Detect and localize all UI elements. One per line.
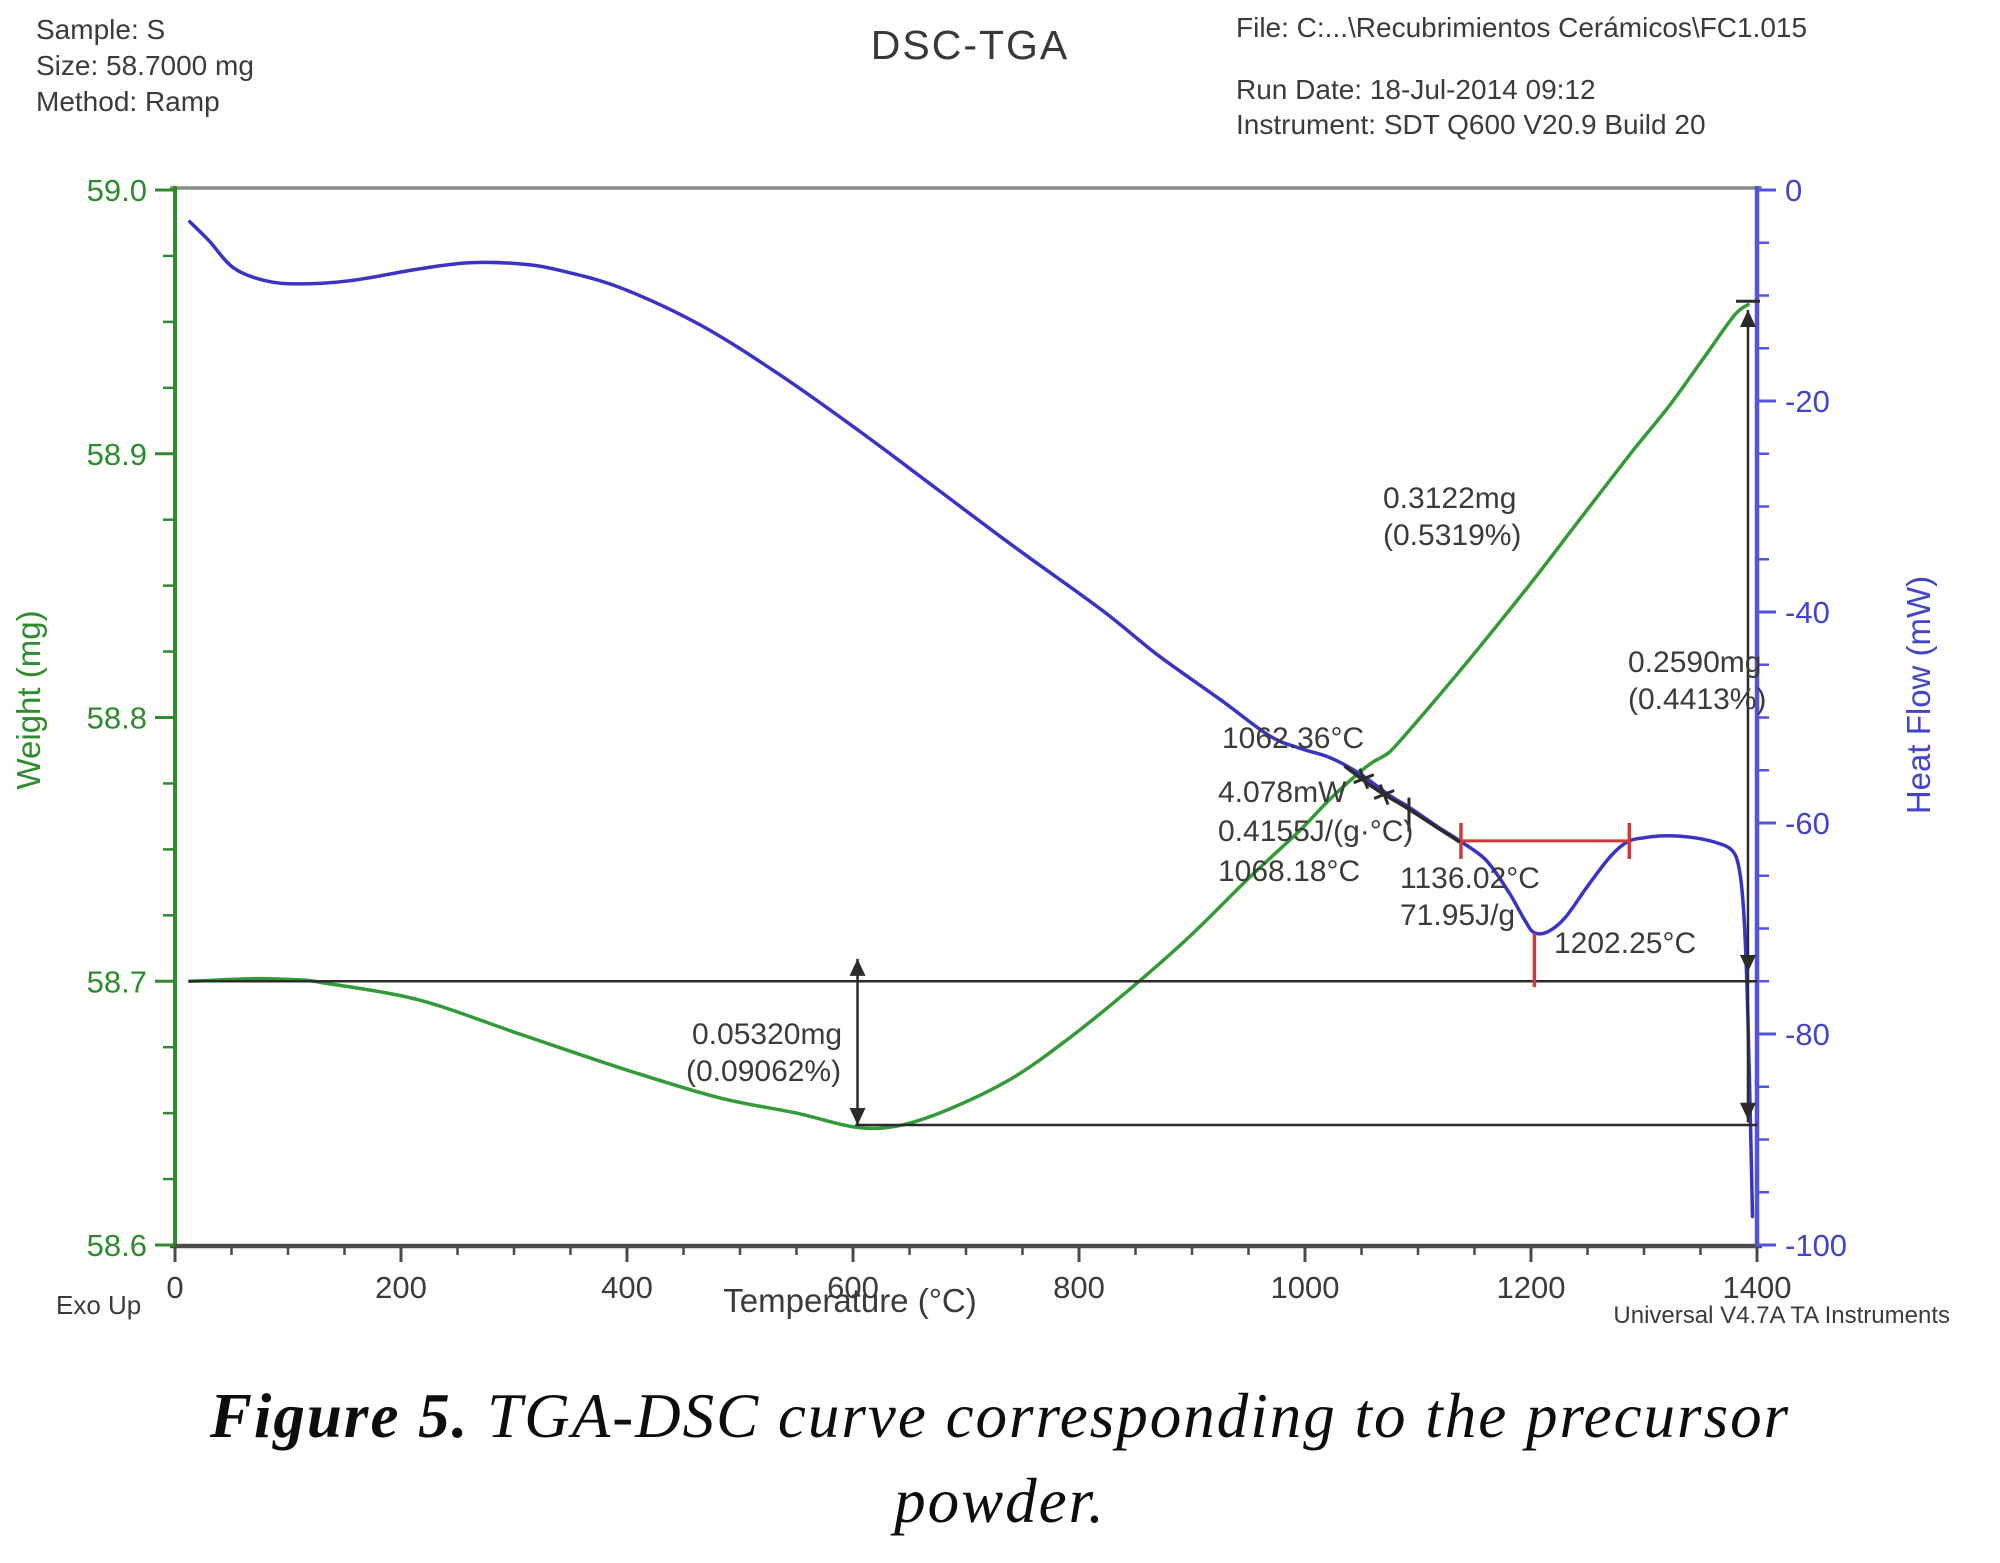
annotation-label: (0.09062%) [686,1055,841,1088]
software-credit: Universal V4.7A TA Instruments [1613,1302,1950,1329]
annotation-label: 1068.18°C [1218,855,1360,888]
svg-text:-20: -20 [1785,384,1830,419]
annotation-label: 0.05320mg [692,1018,842,1051]
file-info-block: File: C:...\Recubrimientos Cerámicos\FC1… [1236,10,1807,142]
annotation-label: 71.95J/g [1400,899,1515,932]
svg-text:58.6: 58.6 [87,1228,147,1263]
caption-line-1: Figure 5. TGA-DSC curve corresponding to… [0,1380,2000,1453]
svg-text:-60: -60 [1785,806,1830,841]
annotation-label: 1136.02°C [1400,862,1540,895]
measurement-overlays [188,299,1760,1127]
svg-text:0: 0 [1785,173,1802,208]
annotation-label: 0.3122mg [1383,482,1516,515]
heatflow-curve [187,219,1755,1219]
left-axis-title: Weight (mg) [10,610,47,789]
annotation-label: (0.5319%) [1383,519,1521,552]
caption-line-2: powder. [894,1466,1106,1536]
svg-text:1200: 1200 [1497,1270,1566,1305]
x-axis-title: Temperature (°C) [723,1282,977,1319]
svg-text:-80: -80 [1785,1017,1830,1052]
run-date: Run Date: 18-Jul-2014 09:12 [1236,74,1596,105]
annotation-label: 0.2590mg [1628,646,1761,679]
sample-info-block: Sample: S Size: 58.7000 mg Method: Ramp [36,12,254,120]
svg-text:59.0: 59.0 [87,173,147,208]
svg-text:58.7: 58.7 [87,964,147,999]
annotation-label: 4.078mW [1218,776,1347,809]
axes: 0 200 400 600 800 1000 1200 1400 59.0 58.9 58.8 58.… [10,173,1937,1305]
annotation-label: 1062.36°C [1222,722,1364,755]
caption-text: TGA-DSC curve corresponding to the precu… [469,1381,1791,1451]
annotation-label: 1202.25°C [1554,927,1696,960]
page-title: DSC-TGA [870,22,1070,68]
sample-size: Size: 58.7000 mg [36,50,254,81]
figure-caption: Figure 5. TGA-DSC curve corresponding to… [0,1380,2000,1538]
svg-text:400: 400 [601,1270,653,1305]
svg-text:200: 200 [375,1270,427,1305]
caption-figure-label: Figure 5. [209,1381,470,1451]
instrument: Instrument: SDT Q600 V20.9 Build 20 [1236,109,1706,140]
annotation-label: 0.4155J/(g·°C) [1218,815,1413,848]
svg-text:800: 800 [1053,1270,1105,1305]
svg-text:1400: 1400 [1723,1270,1792,1305]
svg-text:-40: -40 [1785,595,1830,630]
annotation-labels: 0.3122mg (0.5319%) 0.2590mg (0.4413%) 1062.3… [686,482,1766,1088]
svg-text:-100: -100 [1785,1228,1847,1263]
exo-up-label: Exo Up [56,1290,142,1320]
right-axis-title: Heat Flow (mW) [1900,576,1937,814]
file-path: File: C:...\Recubrimientos Cerámicos\FC1… [1236,12,1808,43]
sample-name: Sample: S [36,14,166,45]
annotation-label: (0.4413%) [1628,683,1766,716]
svg-text:0: 0 [166,1270,183,1305]
weight-curve [187,302,1750,1131]
svg-text:58.8: 58.8 [87,701,147,736]
sample-method: Method: Ramp [36,86,220,117]
svg-text:1000: 1000 [1271,1270,1340,1305]
svg-text:58.9: 58.9 [87,437,147,472]
svg-text:600: 600 [827,1270,879,1305]
